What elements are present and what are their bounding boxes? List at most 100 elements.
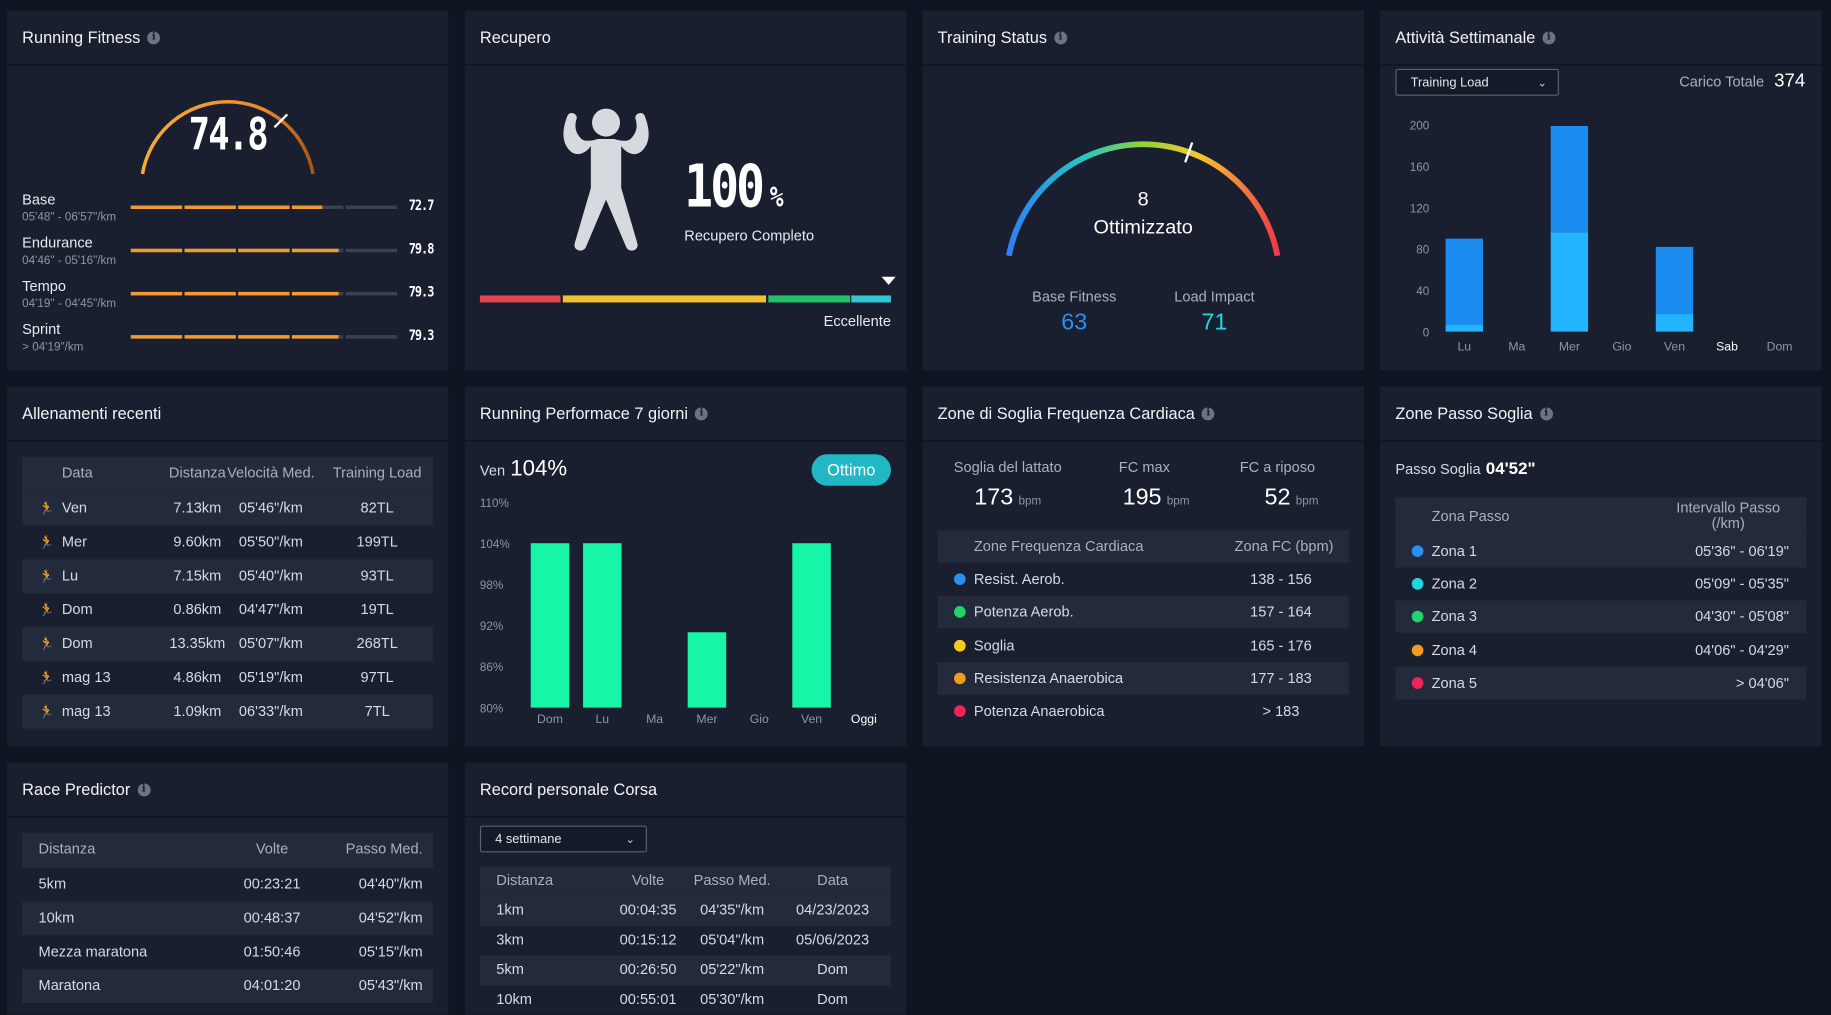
table-header-cell: Volte — [255, 840, 289, 858]
weekly-bar-segment[interactable] — [1655, 314, 1694, 332]
table-cell: 05'50"/km — [238, 533, 303, 550]
table-row[interactable]: 5km 00:26:50 05'22"/km Dom — [479, 955, 891, 986]
training-load-dropdown[interactable]: Training Load ⌄ — [1395, 68, 1559, 96]
weekly-bar-segment[interactable] — [1445, 238, 1483, 325]
table-header: Zone Frequenza Cardiaca Zona FC (bpm) — [937, 530, 1349, 563]
performance-value: 104% — [510, 456, 568, 482]
weekly-bar-segment[interactable] — [1550, 125, 1589, 233]
table-row[interactable]: 1km 00:04:35 04'35"/km 04/23/2023 — [479, 895, 891, 926]
fitness-row-name: Endurance — [22, 234, 93, 252]
hr-zone-row[interactable]: Resistenza Anaerobica 177 - 183 — [937, 661, 1349, 695]
fitness-score: 74.8 — [188, 108, 269, 160]
hr-zone-name: Soglia — [973, 637, 1015, 654]
pace-zone-row[interactable]: Zona 3 04'30" - 05'08" — [1395, 600, 1807, 634]
y-tick-label: 104% — [480, 538, 510, 551]
table-cell: 05'04"/km — [700, 931, 765, 948]
info-icon[interactable]: i — [695, 406, 708, 420]
performance-bar[interactable] — [530, 543, 570, 708]
hr-zone-range: 138 - 156 — [1250, 571, 1312, 588]
info-icon[interactable]: i — [1539, 406, 1553, 420]
recovery-header: Recupero — [464, 11, 907, 66]
table-row[interactable]: 🏃 Dom 0.86km 04'47"/km 19TL — [22, 593, 433, 627]
x-tick-label: Mer — [1559, 339, 1580, 353]
info-icon[interactable]: i — [1201, 406, 1215, 420]
table-row[interactable]: 🏃 mag 13 4.86km 05'19"/km 97TL — [22, 661, 433, 695]
table-row[interactable]: 🏃 Mer 9.60km 05'50"/km 199TL — [22, 525, 433, 559]
pace-zone-row[interactable]: Zona 4 04'06" - 04'29" — [1395, 634, 1806, 667]
table-cell: 01:50:46 — [243, 943, 301, 960]
info-icon[interactable]: i — [147, 30, 161, 44]
period-dropdown[interactable]: 4 settimane ⌄ — [479, 825, 647, 853]
zone-color-dot — [1411, 578, 1424, 590]
total-load-label: Carico Totale — [1679, 73, 1765, 90]
performance-bar[interactable] — [687, 632, 727, 708]
running-icon: 🏃 — [38, 602, 55, 618]
table-cell: 05'07"/km — [238, 635, 303, 652]
fitness-row-bar — [130, 291, 400, 296]
info-icon[interactable]: i — [137, 782, 151, 796]
table-cell: 00:23:21 — [243, 875, 301, 893]
table-row[interactable]: 🏃 Ven 7.13km 05'46"/km 82TL — [22, 491, 434, 526]
hr-zones-header: Zone di Soglia Frequenza Cardiaca i — [922, 387, 1364, 442]
training-status-title: Training Status — [937, 28, 1048, 47]
table-row[interactable]: 🏃 mag 13 1.09km 06'33"/km 7TL — [22, 694, 434, 729]
table-row[interactable]: 3km 00:15:12 05'04"/km 05/06/2023 — [480, 926, 891, 956]
fitness-row-value: 79.3 — [408, 326, 435, 344]
weekly-bar-segment[interactable] — [1655, 246, 1694, 315]
table-cell: Ven — [61, 499, 88, 517]
table-cell: 04:01:20 — [243, 977, 301, 994]
table-row[interactable]: 🏃 Dom 13.35km 05'07"/km 268TL — [22, 627, 434, 661]
race-predictor-title: Race Predictor — [22, 780, 131, 799]
fitness-bar-fill — [291, 291, 339, 296]
fitness-bar-segment — [345, 335, 398, 339]
pace-zone-range: 05'09" - 05'35" — [1695, 575, 1789, 593]
max-hr-label: FC max — [1118, 458, 1170, 476]
base-fitness-label: Base Fitness — [1032, 288, 1117, 305]
performance-bar[interactable] — [792, 543, 831, 708]
pace-zone-row[interactable]: Zona 5 > 04'06" — [1395, 666, 1807, 700]
personal-records-card: Record personale Corsa 4 settimane ⌄ Dis… — [464, 762, 907, 1015]
fitness-row-bar — [130, 248, 400, 253]
chevron-down-icon: ⌄ — [625, 833, 636, 847]
table-row[interactable]: 🏃 Lu 7.15km 05'40"/km 93TL — [22, 559, 434, 594]
table-cell: 04'40"/km — [358, 875, 423, 893]
performance-bar[interactable] — [583, 543, 622, 708]
table-cell: Dom — [61, 635, 93, 652]
table-cell: Dom — [817, 991, 848, 1008]
x-tick-label: Dom — [537, 712, 563, 726]
fitness-bar-fill — [184, 291, 236, 296]
info-icon[interactable]: i — [1542, 30, 1556, 44]
recovery-percent: 100% — [684, 153, 783, 221]
zone-color-dot — [1411, 611, 1424, 623]
y-tick-label: 200 — [1410, 120, 1430, 133]
hr-zone-name: Resistenza Anaerobica — [973, 670, 1124, 687]
info-icon[interactable]: i — [1054, 30, 1067, 44]
recovery-scale-poor — [479, 295, 561, 303]
table-row[interactable]: 10km 00:55:01 05'30"/km Dom — [480, 986, 891, 1015]
load-impact-label: Load Impact — [1174, 288, 1255, 305]
recent-workouts-header: Allenamenti recenti — [7, 387, 449, 442]
recovery-title: Recupero — [479, 28, 551, 47]
table-row[interactable]: 10km 00:48:37 04'52"/km — [22, 901, 434, 936]
hr-zone-row[interactable]: Soglia 165 - 176 — [938, 629, 1349, 662]
table-row[interactable]: Mezza maratona 01:50:46 05'15"/km — [22, 935, 433, 969]
table-row[interactable]: 5km 00:23:21 04'40"/km — [22, 868, 433, 902]
running-icon: 🏃 — [38, 670, 55, 686]
pace-zone-row[interactable]: Zona 1 05'36" - 06'19" — [1395, 534, 1807, 568]
hr-zone-row[interactable]: Potenza Aerob. 157 - 164 — [937, 595, 1349, 629]
table-cell: Dom — [61, 601, 93, 618]
running-icon: 🏃 — [38, 704, 55, 720]
fitness-bar-fill — [184, 205, 236, 210]
running-fitness-title: Running Fitness — [22, 28, 141, 47]
rest-hr-value: 52 bpm — [1221, 485, 1361, 512]
pace-zone-row[interactable]: Zona 2 05'09" - 05'35" — [1395, 568, 1806, 601]
training-status-value: 8 — [1137, 187, 1149, 211]
table-header: Distanza Volte Passo Med. — [22, 832, 434, 868]
weekly-bar-segment[interactable] — [1445, 324, 1483, 332]
weekly-bar-segment[interactable] — [1550, 232, 1589, 332]
table-cell: 04/23/2023 — [796, 901, 870, 918]
hr-zone-row[interactable]: Resist. Aerob. 138 - 156 — [938, 563, 1349, 596]
hr-zone-row[interactable]: Potenza Anaerobica > 183 — [938, 695, 1349, 728]
table-header-cell: Data — [817, 872, 848, 889]
table-row[interactable]: Maratona 04:01:20 05'43"/km — [22, 969, 434, 1004]
